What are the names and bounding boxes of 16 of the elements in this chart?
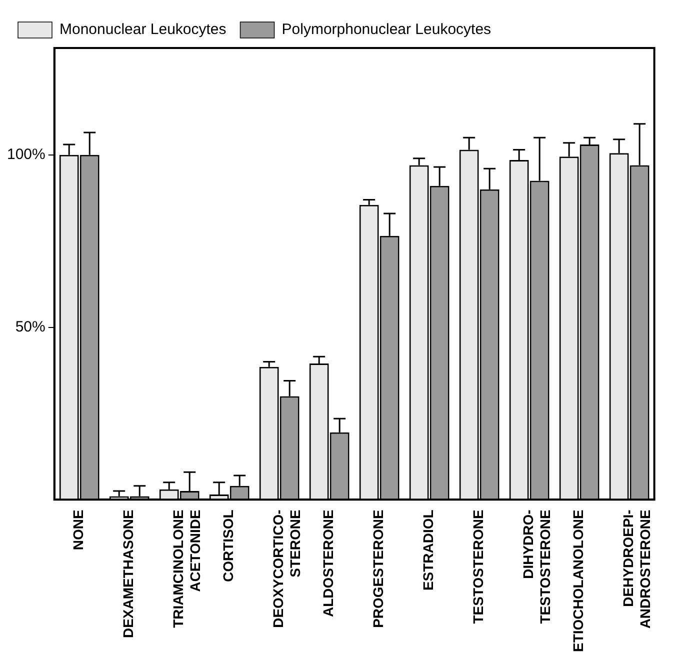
legend-label: Mononuclear Leukocytes — [60, 21, 226, 38]
x-tick-label: CORTISOL — [220, 509, 236, 582]
x-tick-label: ALDOSTERONE — [320, 510, 336, 618]
x-tick-label: TRIAMCINOLONE ACETONIDE — [170, 510, 204, 628]
legend-label: Polymorphonuclear Leukocytes — [282, 21, 492, 38]
x-tick-label: DEHYDROEPI- ANDROSTERONE — [620, 509, 653, 629]
x-tick-label: DEOXYCORTICO- STERONE — [270, 509, 304, 628]
y-tick-label: 50% — [15, 318, 46, 336]
x-tick-label: NONE — [70, 510, 86, 550]
x-tick-label: ETIOCHOLANOLONE — [570, 510, 586, 652]
x-tick-label: ESTRADIOL — [420, 509, 436, 591]
x-tick-label: DEXAMETHASONE — [120, 510, 136, 638]
y-tick-label: 100% — [6, 146, 46, 164]
x-tick-label: PROGESTERONE — [370, 510, 386, 628]
x-tick-label: TESTOSTERONE — [470, 510, 486, 624]
x-tick-label: DIHYDRO- TESTOSTERONE — [520, 509, 553, 624]
